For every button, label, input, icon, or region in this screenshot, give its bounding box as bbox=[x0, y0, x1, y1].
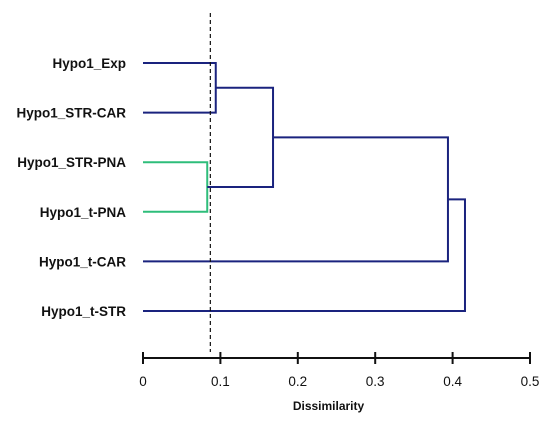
x-axis-ticks: 0 0.1 0.2 0.3 0.4 0.5 bbox=[139, 352, 539, 389]
dendrogram-branches bbox=[143, 62, 466, 312]
merge-branch-m3 bbox=[207, 86, 275, 188]
merge-branch-m2 bbox=[143, 62, 217, 114]
x-tick-label-0: 0 bbox=[139, 374, 147, 389]
merge-branch-m4 bbox=[143, 136, 449, 263]
x-tick-label-5: 0.5 bbox=[521, 374, 540, 389]
x-axis: 0 0.1 0.2 0.3 0.4 0.5 Dissimilarity bbox=[139, 352, 539, 413]
leaf-label-hypo1-t-car: Hypo1_t-CAR bbox=[39, 254, 126, 269]
merge-branch-m5 bbox=[143, 198, 466, 312]
merge-branch-m1 bbox=[143, 161, 209, 213]
leaf-labels: Hypo1_Exp Hypo1_STR-CAR Hypo1_STR-PNA Hypo1… bbox=[16, 56, 126, 319]
leaf-label-hypo1-str-car: Hypo1_STR-CAR bbox=[16, 106, 126, 121]
leaf-label-hypo1-t-pna: Hypo1_t-PNA bbox=[40, 205, 127, 220]
x-tick-label-1: 0.1 bbox=[211, 374, 230, 389]
leaf-label-hypo1-str-pna: Hypo1_STR-PNA bbox=[17, 155, 126, 170]
x-tick-label-4: 0.4 bbox=[443, 374, 462, 389]
x-tick-label-2: 0.2 bbox=[288, 374, 307, 389]
leaf-label-hypo1-exp: Hypo1_Exp bbox=[52, 56, 126, 71]
x-tick-label-3: 0.3 bbox=[366, 374, 385, 389]
x-axis-title: Dissimilarity bbox=[293, 399, 365, 413]
leaf-label-hypo1-t-str: Hypo1_t-STR bbox=[41, 304, 126, 319]
